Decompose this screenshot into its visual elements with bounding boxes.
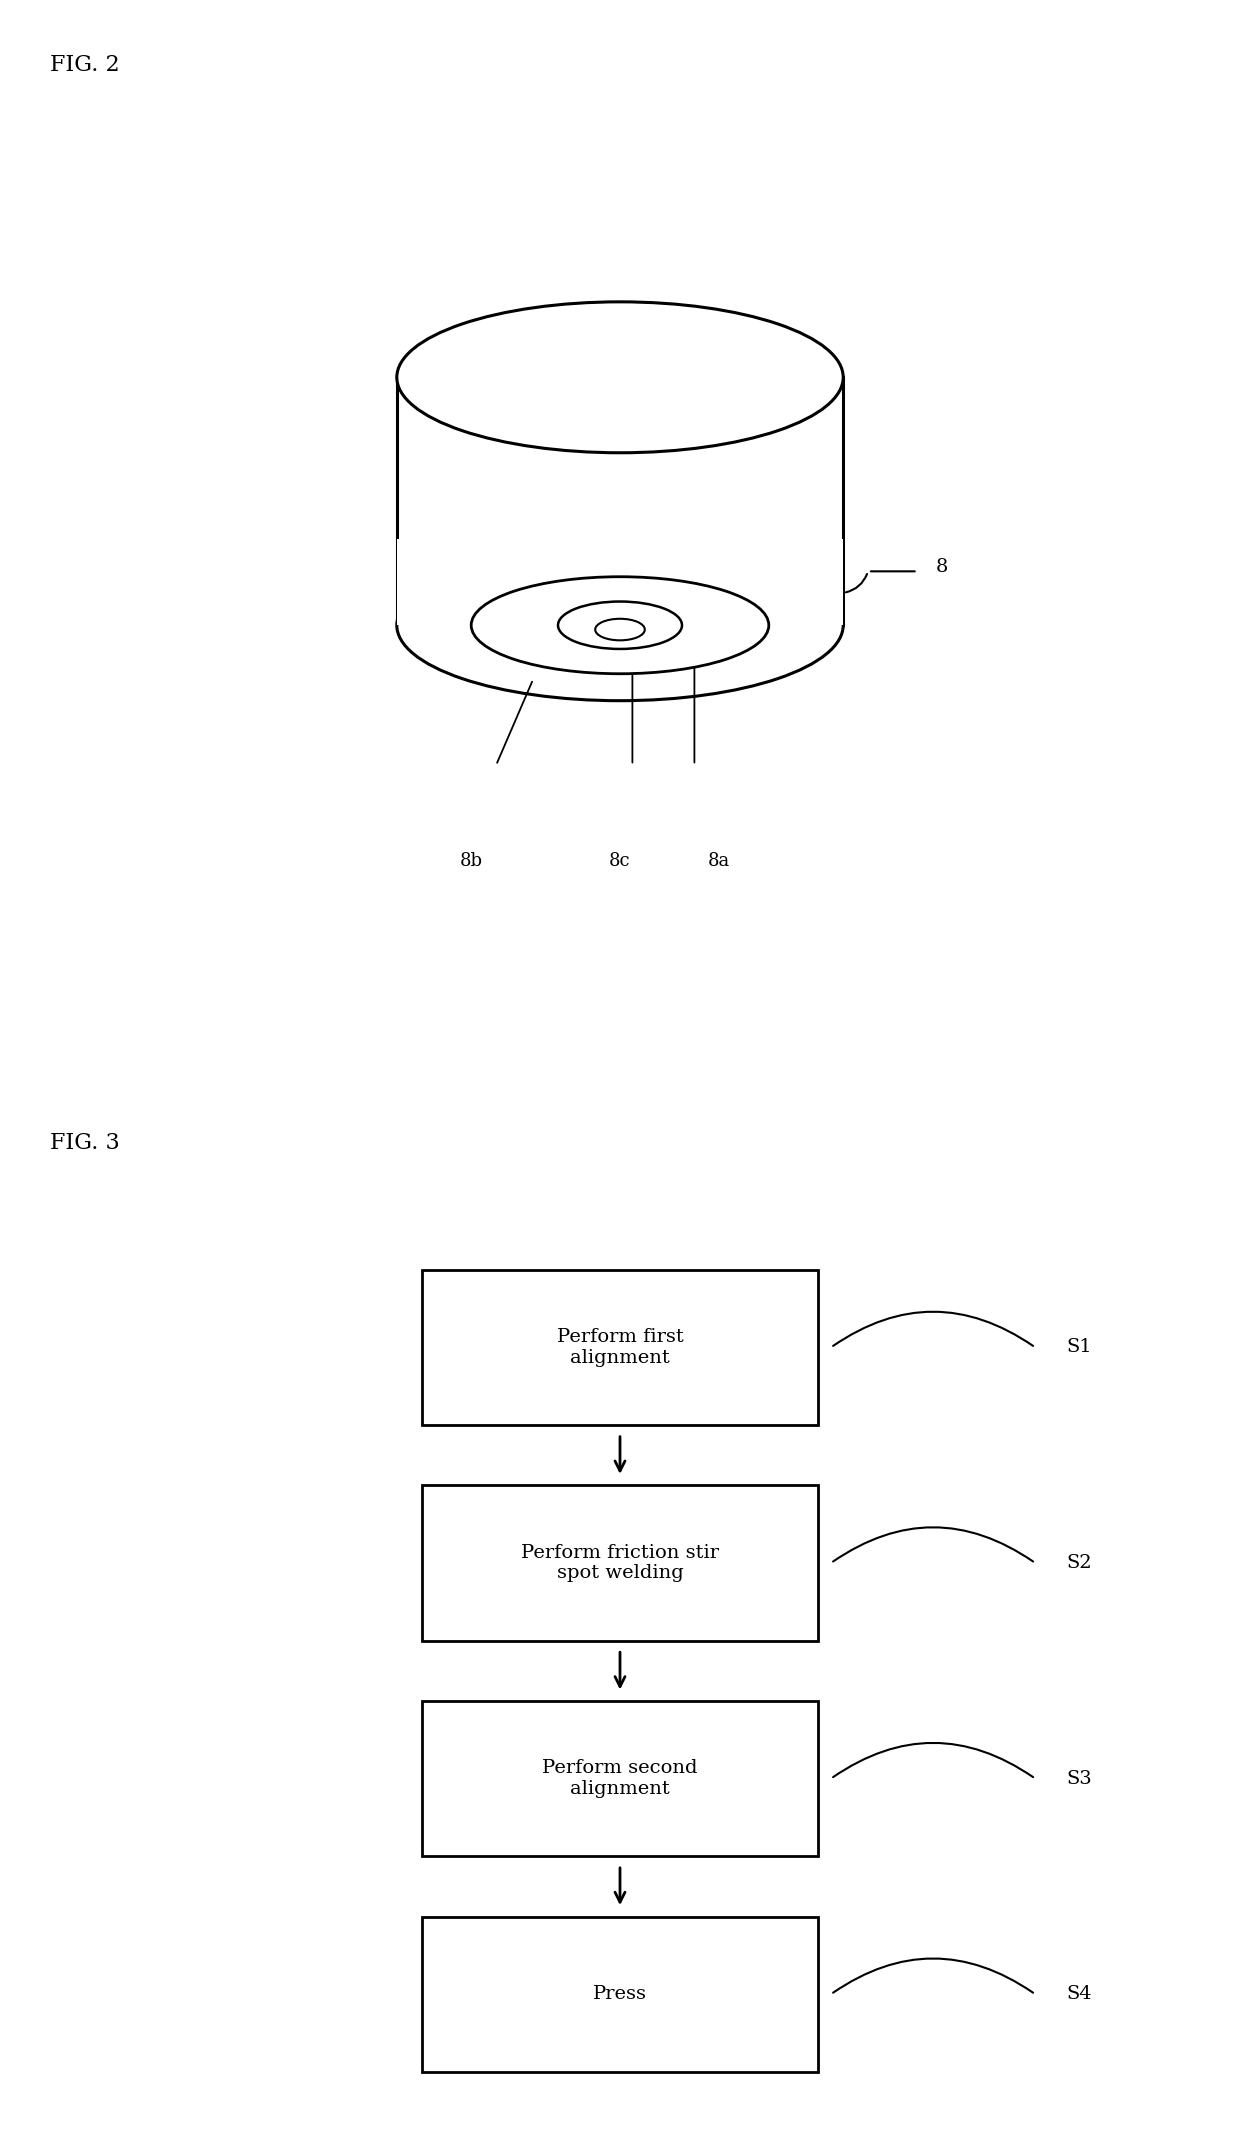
- Text: 8a: 8a: [708, 852, 730, 869]
- FancyBboxPatch shape: [422, 1485, 818, 1641]
- Text: 8: 8: [936, 558, 949, 576]
- Text: FIG. 2: FIG. 2: [50, 54, 119, 75]
- Text: S2: S2: [1066, 1554, 1092, 1572]
- Ellipse shape: [471, 576, 769, 673]
- Text: S1: S1: [1066, 1339, 1092, 1356]
- Ellipse shape: [397, 302, 843, 453]
- Ellipse shape: [595, 619, 645, 640]
- FancyBboxPatch shape: [397, 539, 843, 625]
- FancyBboxPatch shape: [422, 1701, 818, 1856]
- Text: S4: S4: [1066, 1986, 1092, 2003]
- Text: 8c: 8c: [609, 852, 631, 869]
- FancyBboxPatch shape: [422, 1270, 818, 1425]
- FancyBboxPatch shape: [422, 1917, 818, 2072]
- Text: 8b: 8b: [460, 852, 482, 869]
- Text: FIG. 3: FIG. 3: [50, 1132, 119, 1153]
- Ellipse shape: [397, 550, 843, 701]
- Text: S3: S3: [1066, 1770, 1092, 1787]
- Text: Perform friction stir
spot welding: Perform friction stir spot welding: [521, 1544, 719, 1583]
- Ellipse shape: [558, 602, 682, 649]
- Text: Perform second
alignment: Perform second alignment: [542, 1759, 698, 1798]
- Text: Press: Press: [593, 1986, 647, 2003]
- Text: Perform first
alignment: Perform first alignment: [557, 1328, 683, 1367]
